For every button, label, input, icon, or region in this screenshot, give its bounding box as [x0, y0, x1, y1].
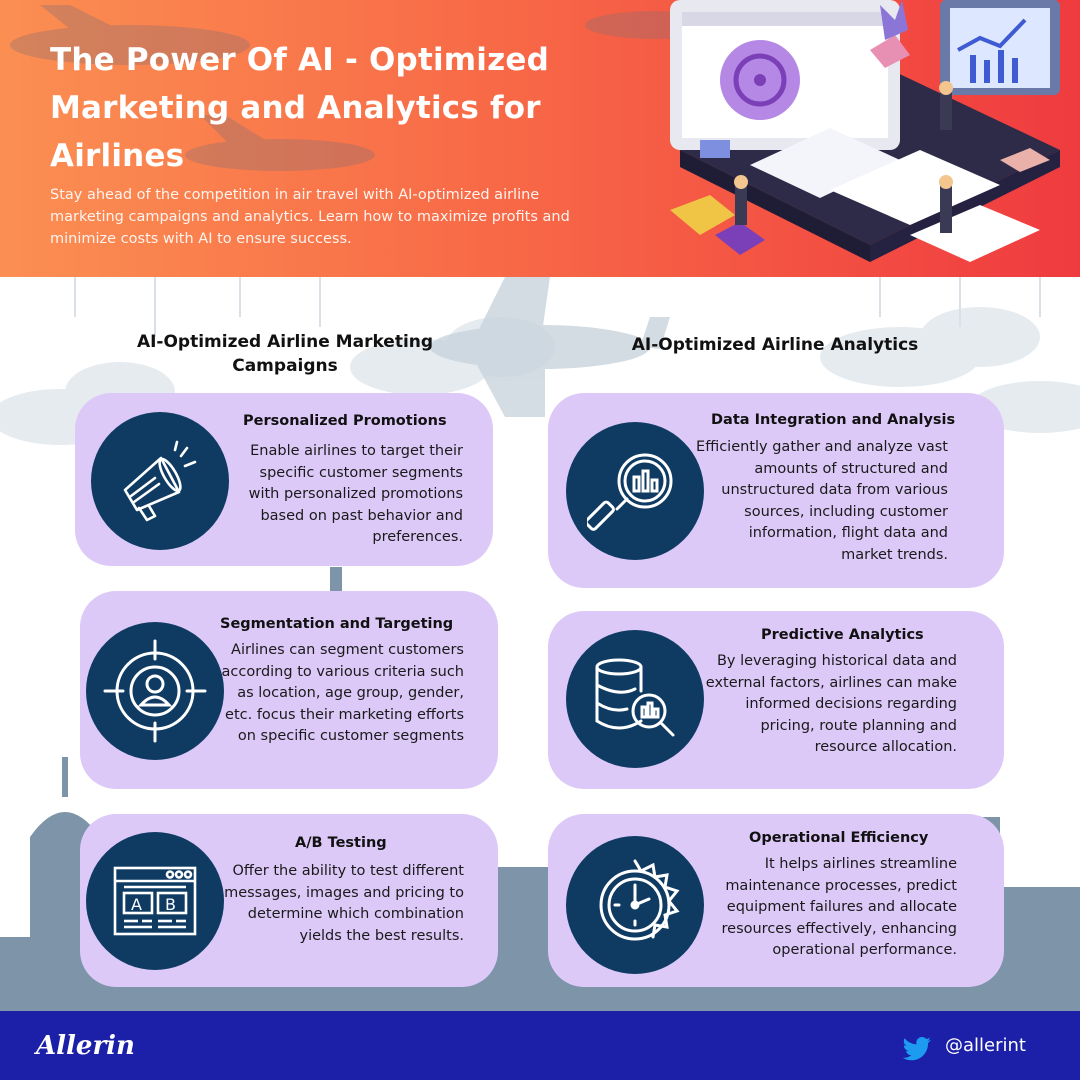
page-subtitle: Stay ahead of the competition in air tra… [50, 187, 570, 247]
page-title: The Power Of AI - Optimized Marketing an… [50, 42, 549, 174]
card-title: Personalized Promotions [243, 413, 447, 429]
ab-test-icon-circle: A B [86, 832, 224, 970]
header-banner: The Power Of AI - Optimized Marketing an… [0, 0, 1080, 277]
analytics-illustration [670, 0, 1060, 262]
card-text: Enable airlines to target their specific… [248, 443, 463, 545]
magnifier-chart-icon-circle [566, 422, 704, 560]
card-text: Efficiently gather and analyze vast amou… [696, 439, 948, 563]
ab-test-icon: A B [113, 866, 197, 936]
svg-text:A: A [131, 895, 142, 914]
twitter-handle[interactable]: @allerint [945, 1035, 1026, 1056]
plane-silhouette-icon [185, 115, 375, 171]
database-search-icon-circle [566, 630, 704, 768]
database-search-icon [595, 658, 675, 737]
marketing-column-title: AI-Optimized Airline Marketing Campaigns [136, 332, 434, 376]
card-title: A/B Testing [295, 835, 387, 851]
megaphone-icon [123, 440, 197, 522]
card-text: Airlines can segment customers according… [221, 642, 464, 744]
plane-silhouette-icon [10, 5, 250, 65]
analytics-column-title: AI-Optimized Airline Analytics [631, 335, 919, 355]
magnifier-chart-icon [587, 453, 673, 531]
twitter-icon[interactable] [902, 1037, 932, 1061]
card-title: Operational Efficiency [749, 830, 929, 846]
clock-gear-icon-circle [566, 836, 704, 974]
card-text: It helps airlines streamline maintenance… [721, 856, 958, 958]
target-user-icon-circle [86, 622, 224, 760]
target-user-icon [103, 639, 207, 743]
card-text: By leveraging historical data and extern… [705, 653, 957, 755]
clock-gear-icon [599, 859, 680, 941]
card-title: Data Integration and Analysis [711, 412, 956, 428]
svg-text:B: B [165, 895, 176, 914]
footer: Allerin @allerint [0, 1011, 1080, 1080]
card-title: Predictive Analytics [761, 627, 924, 643]
megaphone-icon-circle [91, 412, 229, 550]
card-text: Offer the ability to test different mess… [224, 863, 464, 944]
brand-logo[interactable]: Allerin [36, 1031, 135, 1061]
card-title: Segmentation and Targeting [220, 616, 454, 632]
